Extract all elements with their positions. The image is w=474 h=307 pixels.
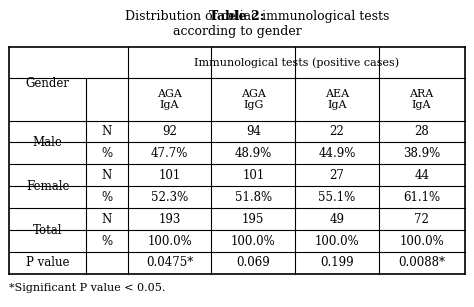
Text: 55.1%: 55.1% (318, 191, 356, 204)
Text: 101: 101 (242, 169, 264, 182)
Text: 0.199: 0.199 (320, 256, 354, 270)
Text: 100.0%: 100.0% (231, 235, 276, 247)
Text: Table 2:: Table 2: (210, 10, 264, 23)
Text: according to gender: according to gender (173, 25, 301, 38)
Text: 92: 92 (162, 125, 177, 138)
Text: 49: 49 (329, 213, 345, 226)
Text: 101: 101 (158, 169, 181, 182)
Text: 61.1%: 61.1% (403, 191, 440, 204)
Text: 28: 28 (414, 125, 429, 138)
Text: P value: P value (26, 256, 70, 270)
Text: 51.8%: 51.8% (235, 191, 272, 204)
Text: Gender: Gender (26, 77, 70, 90)
Text: 0.0475*: 0.0475* (146, 256, 193, 270)
Text: Total: Total (33, 223, 63, 237)
Text: 27: 27 (329, 169, 344, 182)
Text: 48.9%: 48.9% (235, 147, 272, 160)
Text: 0.069: 0.069 (237, 256, 270, 270)
Text: 38.9%: 38.9% (403, 147, 440, 160)
Text: %: % (101, 191, 112, 204)
Text: 52.3%: 52.3% (151, 191, 188, 204)
Text: 22: 22 (329, 125, 344, 138)
Text: *Significant P value < 0.05.: *Significant P value < 0.05. (9, 283, 166, 293)
Text: %: % (101, 147, 112, 160)
Text: 94: 94 (246, 125, 261, 138)
Text: Male: Male (33, 136, 63, 149)
Text: %: % (101, 235, 112, 247)
Text: N: N (102, 169, 112, 182)
Text: ARA
IgA: ARA IgA (410, 89, 434, 110)
Text: 44.9%: 44.9% (318, 147, 356, 160)
Text: N: N (102, 213, 112, 226)
Text: AGA
IgG: AGA IgG (241, 89, 266, 110)
Text: N: N (102, 125, 112, 138)
Text: 100.0%: 100.0% (314, 235, 359, 247)
Text: Immunological tests (positive cases): Immunological tests (positive cases) (194, 57, 399, 68)
Text: 47.7%: 47.7% (151, 147, 188, 160)
Text: 100.0%: 100.0% (399, 235, 444, 247)
Text: AEA
IgA: AEA IgA (325, 89, 349, 110)
Text: 44: 44 (414, 169, 429, 182)
Text: Female: Female (26, 180, 70, 193)
Text: AGA
IgA: AGA IgA (157, 89, 182, 110)
Text: Distribution of celiac immunological tests: Distribution of celiac immunological tes… (85, 10, 389, 23)
Text: 0.0088*: 0.0088* (398, 256, 445, 270)
Text: 195: 195 (242, 213, 264, 226)
Text: 100.0%: 100.0% (147, 235, 192, 247)
Text: 193: 193 (158, 213, 181, 226)
Text: 72: 72 (414, 213, 429, 226)
